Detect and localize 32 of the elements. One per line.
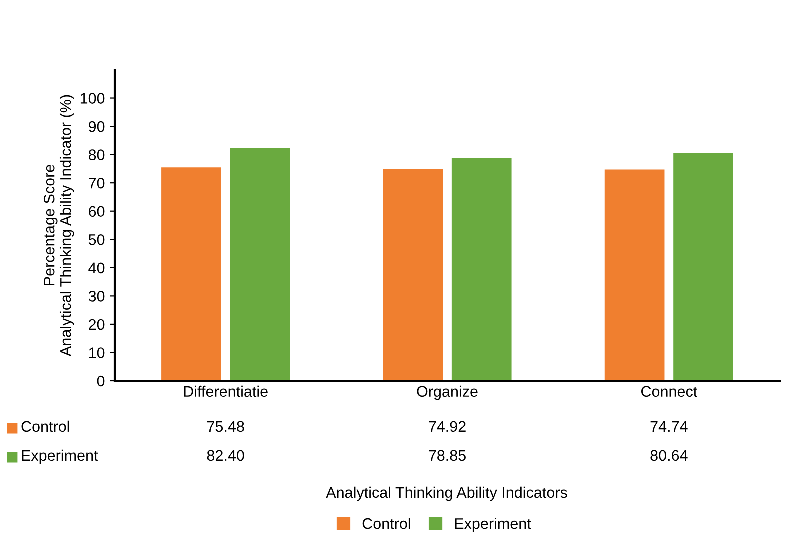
y-tick-label: 30 xyxy=(88,291,105,302)
y-tick-label: 60 xyxy=(89,206,105,218)
bar xyxy=(230,148,290,381)
bar xyxy=(162,168,222,381)
bar xyxy=(604,170,665,381)
x-tick-label: Connect xyxy=(641,386,698,398)
text: Experiment xyxy=(22,450,98,464)
data-label: 74.92 xyxy=(429,421,466,432)
y-tick-label: 50 xyxy=(88,234,105,246)
bar xyxy=(452,158,512,381)
y-tick-label: 20 xyxy=(89,319,105,330)
text: Analytical Thinking Ability Indicators xyxy=(326,486,568,502)
legend-label: Experiment xyxy=(455,518,532,532)
y-tick-label: 90 xyxy=(89,121,105,132)
data-label: 75.48 xyxy=(208,421,244,432)
bar xyxy=(383,169,444,381)
x-tick-label: Differentiatie xyxy=(184,386,268,398)
text: Control xyxy=(362,518,410,530)
y-tick-label: 70 xyxy=(89,178,105,189)
y-tick-label: 40 xyxy=(88,262,105,274)
data-label: 78.85 xyxy=(429,450,466,462)
y-tick-label: 100 xyxy=(80,93,105,104)
data-label: 74.74 xyxy=(650,421,688,432)
legend-label: Control xyxy=(22,420,70,432)
bar xyxy=(674,153,734,381)
y-tick-label: 0 xyxy=(97,376,105,387)
y-tick-label: 10 xyxy=(89,348,105,358)
y-tick-label: 80 xyxy=(88,150,105,161)
y-axis-title: Percentage Score Analytical Thinking Ability Indicator (%) xyxy=(44,95,74,357)
data-label: 82.40 xyxy=(207,450,244,462)
x-tick-label: Organize xyxy=(417,386,478,400)
data-label: 80.64 xyxy=(650,450,688,462)
